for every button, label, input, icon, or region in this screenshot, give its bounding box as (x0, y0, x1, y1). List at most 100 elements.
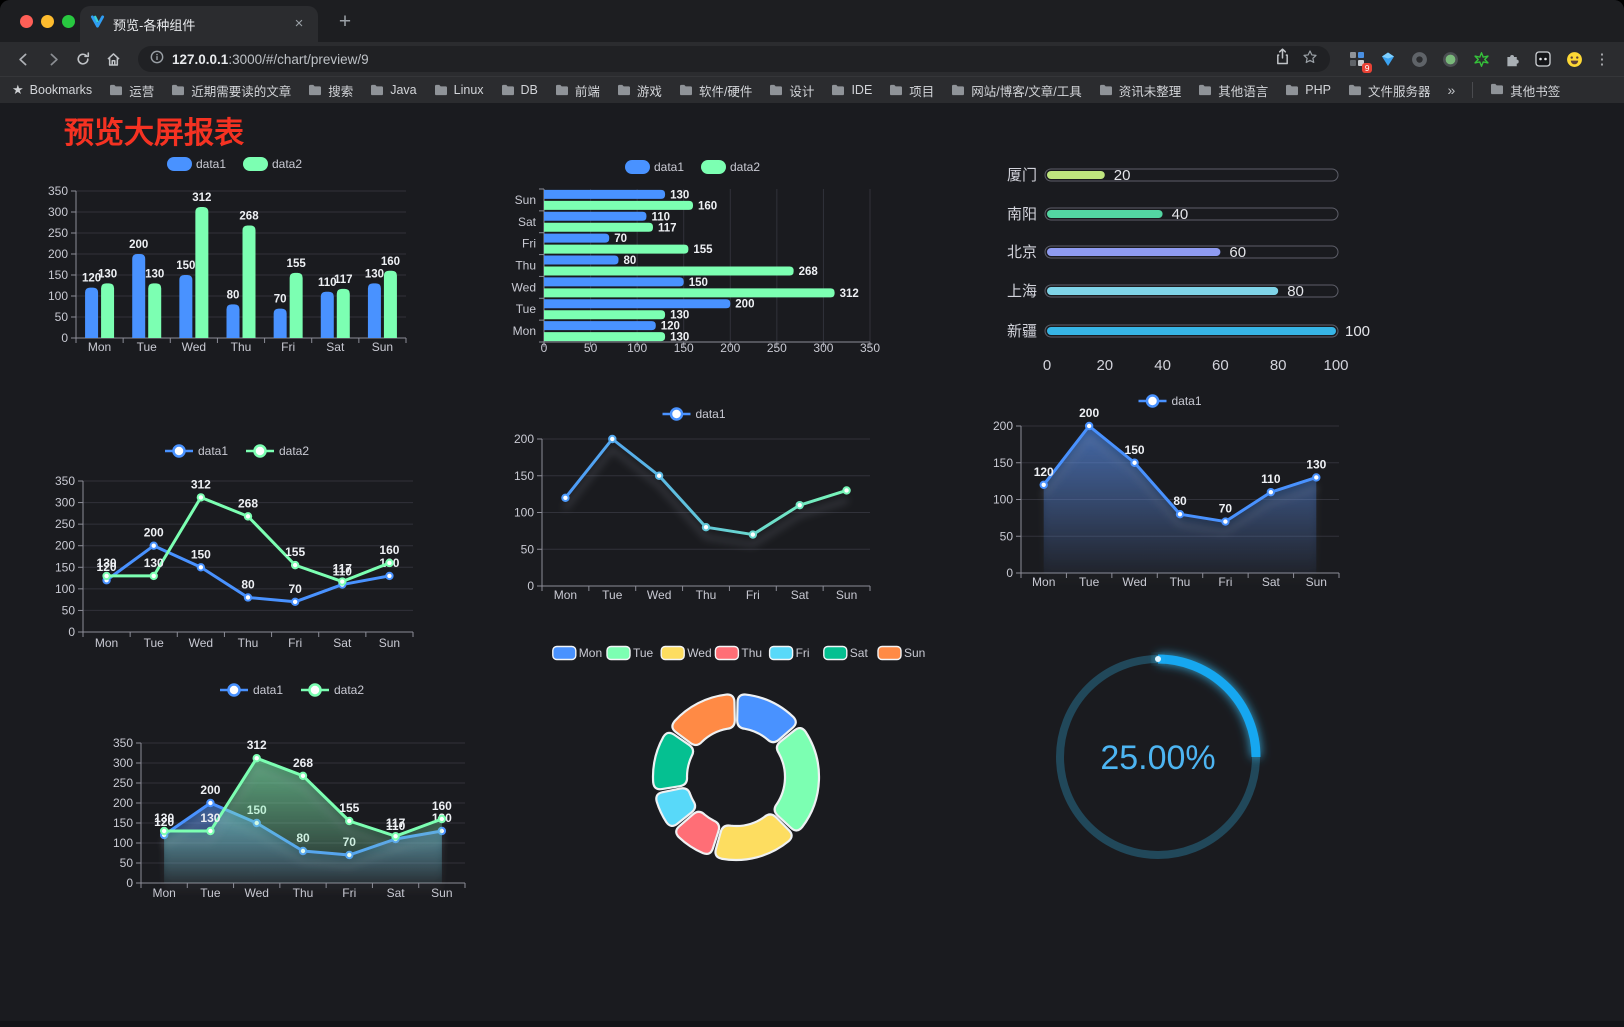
svg-text:Sun: Sun (836, 588, 857, 602)
svg-text:Thu: Thu (293, 886, 314, 900)
bookmark-folder-14[interactable]: 其他语言 (1198, 81, 1268, 100)
pie-slice-Wed[interactable] (714, 813, 793, 862)
legend-item-data1[interactable]: data1 (625, 160, 684, 174)
pie-slice-Sun[interactable] (671, 693, 736, 747)
legend-item-data2[interactable]: data2 (246, 444, 309, 458)
svg-text:data2: data2 (334, 683, 364, 697)
bookmark-folder-15[interactable]: PHP (1285, 81, 1331, 100)
tab-close-icon[interactable]: × (294, 15, 304, 32)
bookmark-folder-16[interactable]: 文件服务器 (1348, 81, 1430, 100)
other-bookmarks[interactable]: 其他书签 (1490, 81, 1560, 100)
chart-legend[interactable]: data1 (1138, 394, 1202, 408)
chart-legend[interactable]: data1 data2 (167, 157, 302, 171)
ext-green-circle-icon[interactable] (1439, 48, 1461, 70)
back-icon[interactable] (10, 46, 36, 72)
svg-text:155: 155 (285, 545, 305, 559)
ext-emoji-icon[interactable] (1563, 48, 1585, 70)
pie-slice-Thu[interactable] (675, 810, 721, 855)
legend-item-data2[interactable]: data2 (701, 160, 760, 174)
legend-item-Sat[interactable]: Sat (823, 645, 869, 661)
new-tab-button[interactable]: + (338, 10, 352, 33)
bookmark-folder-11[interactable]: 项目 (889, 81, 934, 100)
bookmarks-overflow-chevron[interactable]: » (1447, 82, 1456, 98)
pie-slice-Fri[interactable] (655, 787, 697, 827)
bookmark-folder-3[interactable]: Java (370, 81, 417, 100)
bookmark-folder-5[interactable]: DB (501, 81, 538, 100)
legend-item-Thu[interactable]: Thu (714, 645, 762, 661)
bookmarks-root[interactable]: ★ Bookmarks (12, 82, 92, 98)
share-icon[interactable] (1275, 48, 1290, 70)
legend-item-Wed[interactable]: Wed (660, 645, 712, 661)
svg-text:100: 100 (514, 506, 534, 520)
svg-text:200: 200 (720, 341, 740, 355)
minimize-window-button[interactable] (41, 15, 54, 28)
bookmark-folder-4[interactable]: Linux (434, 81, 484, 100)
svg-text:100: 100 (993, 493, 1013, 507)
pie-slice-Mon[interactable] (736, 693, 797, 744)
bookmark-folder-9[interactable]: 设计 (769, 81, 814, 100)
home-icon[interactable] (100, 46, 126, 72)
svg-text:data2: data2 (272, 157, 302, 171)
svg-text:312: 312 (840, 288, 859, 300)
ext-grid-icon[interactable]: 9 (1346, 48, 1372, 73)
bookmark-star-icon[interactable] (1302, 49, 1318, 70)
svg-text:Mon: Mon (95, 636, 118, 650)
chart-legend[interactable]: data1 data2 (165, 444, 309, 458)
bookmark-folder-8[interactable]: 软件/硬件 (679, 81, 752, 100)
svg-text:160: 160 (698, 200, 717, 212)
svg-text:117: 117 (333, 562, 353, 576)
svg-text:0: 0 (126, 876, 133, 890)
bookmark-folder-13[interactable]: 资讯未整理 (1099, 81, 1181, 100)
legend-item-data1[interactable]: data1 (1138, 394, 1202, 408)
svg-text:Tue: Tue (1079, 575, 1100, 589)
zoom-window-button[interactable] (62, 15, 75, 28)
ext-dark-square-icon[interactable] (1532, 48, 1554, 70)
svg-text:130: 130 (154, 811, 174, 825)
svg-text:312: 312 (192, 192, 211, 204)
svg-text:Wed: Wed (512, 280, 536, 294)
pie-slice-Tue[interactable] (773, 727, 821, 832)
svg-text:100: 100 (1345, 323, 1370, 340)
close-window-button[interactable] (20, 15, 33, 28)
bookmark-folder-6[interactable]: 前端 (555, 81, 600, 100)
legend-item-Sun[interactable]: Sun (877, 645, 925, 661)
legend-item-Tue[interactable]: Tue (606, 645, 654, 661)
browser-menu-kebab-icon[interactable]: ⋮ (1594, 51, 1610, 68)
svg-text:130: 130 (144, 556, 164, 570)
legend-item-Mon[interactable]: Mon (552, 645, 602, 661)
legend-item-data2[interactable]: data2 (301, 683, 364, 697)
svg-text:50: 50 (62, 603, 76, 617)
chart-legend[interactable]: Mon Tue Wed Thu Fri Sat Sun (552, 645, 926, 661)
ext-puzzle-icon[interactable] (1501, 48, 1523, 70)
legend-item-data1[interactable]: data1 (662, 407, 726, 421)
bookmark-folder-12[interactable]: 网站/博客/文章/工具 (951, 81, 1082, 100)
bookmark-folder-10[interactable]: IDE (831, 81, 872, 100)
svg-text:0: 0 (1043, 357, 1051, 374)
legend-item-data1[interactable]: data1 (165, 444, 228, 458)
chart-legend[interactable]: data1 data2 (220, 683, 364, 697)
bookmark-folder-2[interactable]: 搜索 (308, 81, 353, 100)
forward-icon[interactable] (40, 46, 66, 72)
reload-icon[interactable] (70, 46, 96, 72)
legend-item-data2[interactable]: data2 (243, 157, 302, 171)
ext-vue-devtools-icon[interactable] (1377, 48, 1399, 70)
bookmark-folder-0[interactable]: 运营 (109, 81, 154, 100)
legend-item-data1[interactable]: data1 (220, 683, 283, 697)
site-info-icon[interactable] (150, 50, 164, 69)
svg-text:Sat: Sat (333, 636, 352, 650)
address-bar[interactable]: 127.0.0.1:3000/#/chart/preview/9 (138, 46, 1330, 72)
bookmarks-divider (1472, 82, 1474, 98)
svg-text:0: 0 (68, 625, 75, 639)
chart-legend[interactable]: data1 (662, 407, 726, 421)
chart-legend[interactable]: data1 data2 (625, 160, 760, 174)
ext-green-star-icon[interactable] (1470, 48, 1492, 70)
legend-item-data1[interactable]: data1 (167, 157, 226, 171)
ext-gray-circle-icon[interactable] (1408, 48, 1430, 70)
city-progress-svg: 厦门 20 南阳 40 北京 60 上海 80 新疆 100 0 20 40 60 80 100 (1007, 167, 1370, 374)
pie-slice-Sat[interactable] (651, 731, 695, 791)
browser-tab[interactable]: 预览-各种组件 × (80, 6, 318, 42)
bookmark-folder-7[interactable]: 游戏 (617, 81, 662, 100)
bookmark-folder-1[interactable]: 近期需要读的文章 (171, 81, 291, 100)
legend-item-Fri[interactable]: Fri (768, 645, 810, 661)
svg-text:110: 110 (386, 819, 406, 833)
